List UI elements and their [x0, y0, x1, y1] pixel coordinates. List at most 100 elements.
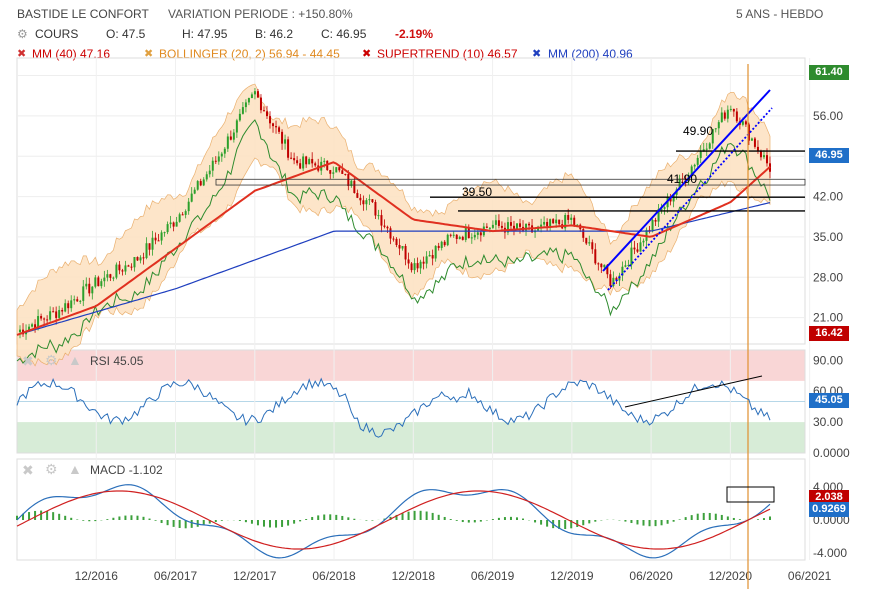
- candle-body: [121, 270, 124, 272]
- candle-body: [172, 222, 175, 227]
- macd-label: MACD -1.102: [90, 463, 163, 477]
- candle-body: [558, 219, 561, 225]
- candle-body: [76, 299, 79, 302]
- candle-body: [455, 234, 458, 240]
- candle-body: [130, 266, 133, 268]
- macd-histogram-bar: [238, 520, 241, 521]
- candle-body: [356, 192, 359, 198]
- candle-body: [404, 246, 407, 260]
- macd-histogram-bar: [184, 520, 187, 529]
- candle-body: [434, 245, 437, 259]
- candle-body: [603, 264, 606, 268]
- period-selector[interactable]: 5 ANS - HEBDO: [736, 7, 824, 21]
- x-tick-label: 12/2018: [392, 569, 436, 583]
- rsi-move-up-icon[interactable]: ▲: [68, 352, 82, 368]
- candle-body: [467, 227, 470, 239]
- candle-body: [380, 215, 383, 226]
- candle-body: [181, 214, 184, 216]
- high-value: H: 47.95: [182, 27, 228, 41]
- mm40-close-icon[interactable]: ✖: [17, 48, 27, 60]
- macd-histogram-bar: [154, 520, 157, 521]
- candle-body: [58, 310, 61, 318]
- support-zone: [215, 178, 806, 186]
- macd-histogram-bar: [564, 520, 567, 530]
- mm40-line: [16, 161, 771, 336]
- candle-body: [235, 120, 238, 133]
- candle-body: [184, 211, 187, 215]
- candle-body: [651, 219, 654, 232]
- candle-body: [211, 160, 214, 171]
- supertrend-close-icon[interactable]: ✖: [362, 48, 372, 60]
- candle-body: [40, 316, 43, 319]
- level-label-49-90: 49.90: [683, 124, 714, 138]
- candle-body: [515, 223, 518, 229]
- bollinger-close-icon[interactable]: ✖: [144, 48, 154, 60]
- candle-body: [437, 245, 440, 248]
- macd-histogram-bar: [558, 520, 561, 529]
- candle-body: [344, 173, 347, 175]
- candle-body: [642, 240, 645, 243]
- candle-body: [714, 128, 717, 130]
- candle-body: [443, 241, 446, 246]
- candle-body: [512, 225, 515, 229]
- candle-body: [461, 236, 464, 240]
- badge-macd-signal: 2.038: [809, 490, 849, 505]
- candle-body: [247, 98, 250, 103]
- macd-histogram-bar: [202, 520, 205, 526]
- macd-highlight-box: [726, 486, 775, 503]
- candle-body: [368, 199, 371, 201]
- macd-histogram-bar: [636, 520, 639, 525]
- macd-close-icon[interactable]: ✖: [22, 462, 34, 478]
- candle-body: [148, 243, 151, 250]
- macd-histogram-bar: [287, 520, 290, 526]
- level-label-39-50: 39.50: [462, 185, 493, 199]
- macd-histogram-bar: [503, 517, 506, 520]
- candle-body: [241, 107, 244, 114]
- candle-body: [570, 217, 573, 220]
- candle-body: [630, 247, 633, 265]
- candle-body: [106, 274, 109, 278]
- candle-body: [97, 277, 100, 287]
- candle-body: [449, 234, 452, 236]
- candle-body: [214, 160, 217, 162]
- macd-histogram-bar: [449, 519, 452, 520]
- y-tick-label: 21.00: [813, 311, 843, 325]
- macd-move-up-icon[interactable]: ▲: [68, 461, 82, 477]
- candle-body: [371, 199, 374, 203]
- rsi-close-icon[interactable]: ✖: [22, 353, 34, 369]
- candle-body: [627, 264, 630, 266]
- candle-body: [91, 286, 94, 294]
- macd-settings-icon[interactable]: ⚙: [45, 461, 58, 477]
- rsi-settings-icon[interactable]: ⚙: [45, 352, 58, 368]
- candle-body: [112, 277, 115, 279]
- macd-histogram-bar: [702, 512, 705, 520]
- candle-body: [272, 123, 275, 127]
- candle-body: [265, 111, 268, 117]
- candle-body: [606, 264, 609, 275]
- candle-body: [94, 277, 97, 287]
- mm200-close-icon[interactable]: ✖: [532, 48, 542, 60]
- macd-histogram-bar: [262, 520, 265, 527]
- candle-body: [124, 265, 127, 272]
- badge-low-price: 16.42: [809, 326, 849, 341]
- y-tick-label: 35.00: [813, 230, 843, 244]
- candle-body: [660, 208, 663, 210]
- macd-histogram-bar: [738, 519, 741, 520]
- rsi-tick-label: 90.00: [813, 353, 843, 367]
- candle-body: [555, 219, 558, 224]
- macd-histogram-bar: [672, 520, 675, 522]
- candle-body: [500, 225, 503, 228]
- cours-icon: ⚙: [17, 27, 28, 41]
- macd-histogram-bar: [654, 520, 657, 527]
- candle-body: [473, 234, 476, 238]
- candle-body: [615, 277, 618, 281]
- close-value: C: 46.95: [321, 27, 367, 41]
- candle-body: [732, 108, 735, 112]
- candle-body: [519, 223, 522, 227]
- macd-histogram-bar: [720, 514, 723, 520]
- candle-body: [639, 242, 642, 252]
- macd-histogram-bar: [250, 520, 253, 524]
- cours-label[interactable]: COURS: [35, 27, 79, 41]
- macd-histogram-bar: [467, 520, 470, 523]
